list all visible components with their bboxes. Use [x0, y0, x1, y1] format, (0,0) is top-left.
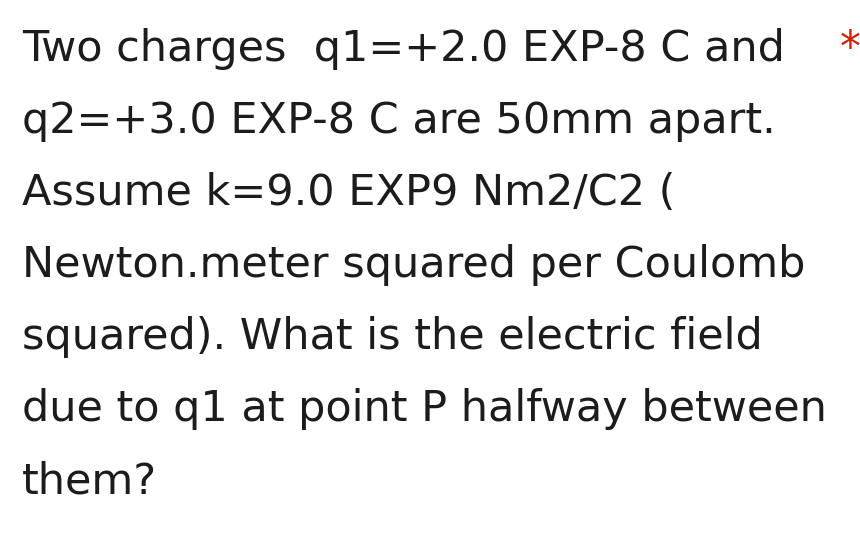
Text: Newton.meter squared per Coulomb: Newton.meter squared per Coulomb: [22, 244, 805, 286]
Text: q2=+3.0 EXP-8 C are 50mm apart.: q2=+3.0 EXP-8 C are 50mm apart.: [22, 100, 776, 142]
Text: them?: them?: [22, 460, 157, 502]
Text: *: *: [840, 28, 860, 70]
Text: Assume k=9.0 EXP9 Nm2/C2 (: Assume k=9.0 EXP9 Nm2/C2 (: [22, 172, 675, 214]
Text: due to q1 at point P halfway between: due to q1 at point P halfway between: [22, 388, 826, 430]
Text: Two charges  q1=+2.0 EXP-8 C and: Two charges q1=+2.0 EXP-8 C and: [22, 28, 785, 70]
Text: squared). What is the electric field: squared). What is the electric field: [22, 316, 763, 358]
